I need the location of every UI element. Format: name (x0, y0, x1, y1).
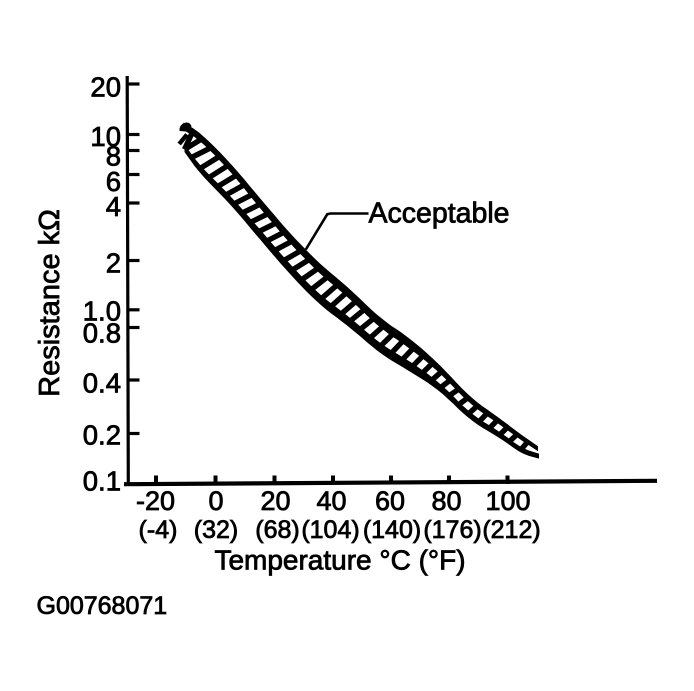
svg-text:20: 20 (260, 486, 290, 516)
svg-text:0.8: 0.8 (83, 318, 121, 349)
svg-text:0.2: 0.2 (83, 420, 121, 451)
svg-text:60: 60 (375, 486, 405, 516)
svg-text:0.1: 0.1 (83, 466, 121, 497)
svg-text:(-4): (-4) (139, 516, 178, 544)
svg-text:0.4: 0.4 (83, 368, 121, 399)
svg-text:2: 2 (106, 248, 121, 279)
svg-text:6: 6 (106, 166, 121, 197)
svg-text:Resistance kΩ: Resistance kΩ (34, 209, 66, 397)
svg-text:10: 10 (90, 121, 121, 152)
svg-text:100: 100 (485, 486, 530, 516)
svg-text:8: 8 (106, 141, 121, 172)
svg-text:(140): (140) (363, 516, 421, 544)
svg-text:1.0: 1.0 (83, 296, 121, 327)
svg-text:80: 80 (431, 486, 461, 516)
svg-text:(212): (212) (482, 516, 540, 544)
svg-text:0: 0 (208, 486, 223, 516)
svg-text:4: 4 (106, 191, 121, 222)
svg-text:(104): (104) (301, 516, 359, 544)
svg-text:(32): (32) (194, 516, 238, 544)
svg-text:G00768071: G00768071 (37, 592, 168, 620)
svg-text:20: 20 (90, 72, 121, 103)
svg-text:-20: -20 (136, 486, 175, 516)
svg-text:(68): (68) (255, 516, 299, 544)
svg-text:Acceptable: Acceptable (369, 198, 510, 230)
svg-text:40: 40 (316, 486, 346, 516)
svg-text:(176): (176) (423, 516, 481, 544)
svg-text:Temperature °C (°F): Temperature °C (°F) (214, 545, 465, 576)
